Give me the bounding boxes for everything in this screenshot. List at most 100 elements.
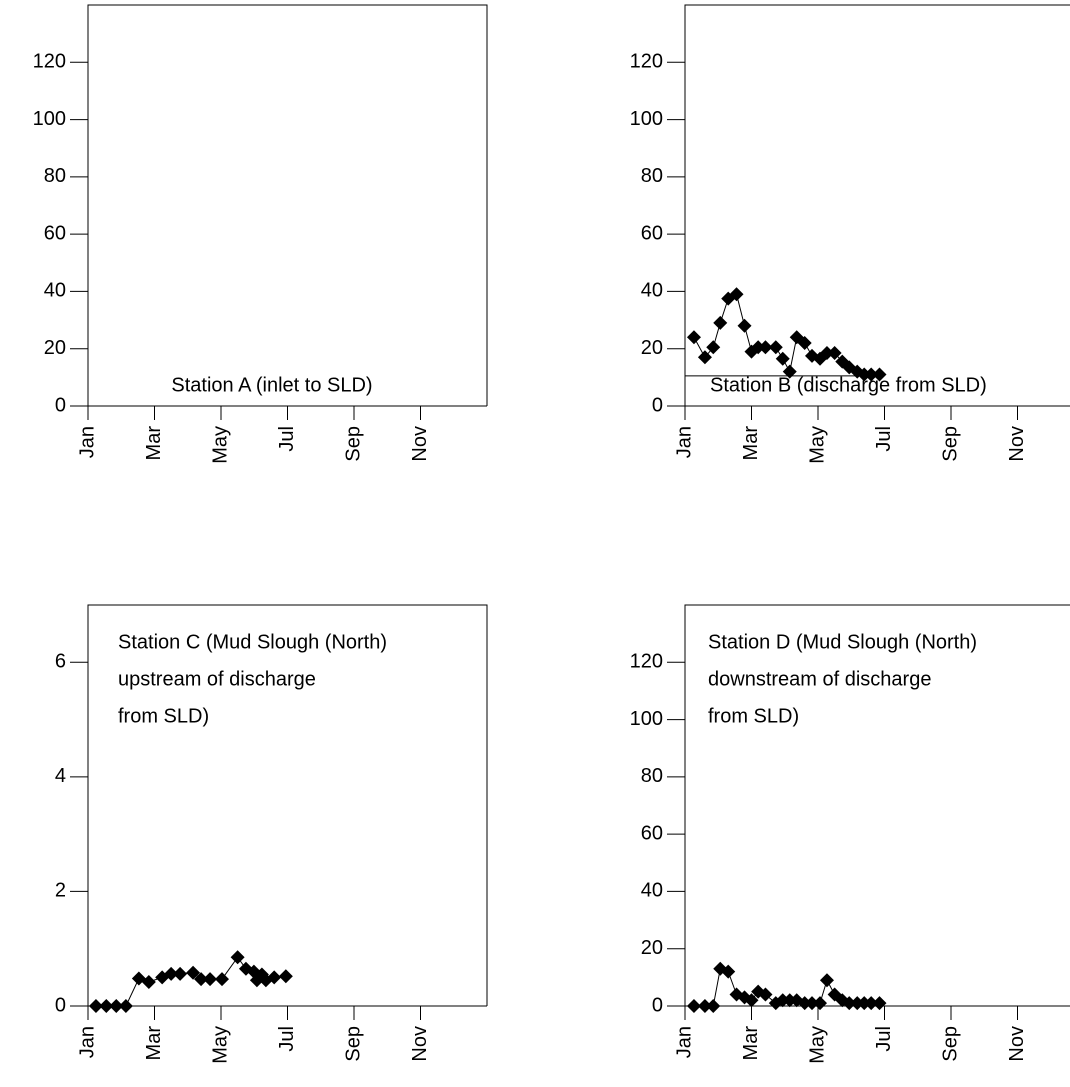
marker xyxy=(697,350,712,365)
marker xyxy=(109,999,124,1013)
marker xyxy=(744,993,759,1008)
x-tick-label: Sep xyxy=(939,426,961,462)
x-tick-label: Jul xyxy=(276,1026,298,1052)
x-tick-label: Nov xyxy=(409,1026,431,1062)
y-tick-label: 100 xyxy=(33,108,66,130)
marker xyxy=(812,996,827,1011)
marker xyxy=(751,340,766,355)
x-tick-label: May xyxy=(806,1026,828,1064)
marker xyxy=(230,950,245,965)
marker xyxy=(706,340,721,355)
x-tick-label: Sep xyxy=(342,1026,364,1062)
y-tick-label: 120 xyxy=(33,51,66,73)
x-tick-label: Mar xyxy=(740,1026,762,1061)
marker xyxy=(775,351,790,366)
marker xyxy=(768,340,783,355)
panel-title: Station A (inlet to SLD) xyxy=(171,374,372,396)
x-tick-label: May xyxy=(209,426,231,464)
marker xyxy=(872,367,887,382)
y-tick-label: 100 xyxy=(630,708,663,730)
x-tick-label: May xyxy=(806,426,828,464)
plot-frame xyxy=(87,604,488,1006)
x-tick-label: May xyxy=(209,1026,231,1064)
panel-title: from SLD) xyxy=(118,705,209,727)
panel: 0 20 40 60 80 100 120 Jan Mar May Jul Sep Nov Station… xyxy=(33,4,488,464)
y-tick-label: 80 xyxy=(44,165,66,187)
y-tick-label: 80 xyxy=(641,165,663,187)
marker xyxy=(737,318,752,333)
marker xyxy=(141,974,156,989)
marker xyxy=(782,364,797,379)
x-tick-label: Jul xyxy=(873,1026,895,1052)
plot-frame xyxy=(684,4,1070,406)
x-tick-label: Jan xyxy=(76,426,98,458)
x-tick-label: Jan xyxy=(76,1026,98,1058)
y-tick-label: 60 xyxy=(44,222,66,244)
y-tick-label: 20 xyxy=(44,337,66,359)
panel-title: Station D (Mud Slough (North) xyxy=(708,631,977,653)
panel-title: upstream of discharge xyxy=(118,668,316,690)
marker xyxy=(758,340,773,355)
marker xyxy=(203,972,218,987)
marker xyxy=(118,999,133,1013)
plot-frame xyxy=(87,4,488,406)
y-tick-label: 60 xyxy=(641,822,663,844)
panel: 0 2 4 6 Jan Mar May Jul Sep Nov Station C (Mud Slo… xyxy=(55,604,488,1064)
plot-frame xyxy=(684,604,1070,1006)
marker xyxy=(819,346,834,361)
marker xyxy=(827,346,842,361)
x-tick-label: Sep xyxy=(342,426,364,462)
x-tick-label: Mar xyxy=(143,1026,165,1061)
marker xyxy=(267,970,282,985)
marker xyxy=(713,315,728,330)
panel-title: downstream of discharge xyxy=(708,668,931,690)
panel: 0 20 40 60 80 100 120 Jan Mar May Jul Sep Nov Station… xyxy=(630,604,1070,1064)
x-tick-label: Mar xyxy=(740,426,762,461)
x-tick-label: Jul xyxy=(276,426,298,452)
y-tick-label: 0 xyxy=(55,394,66,416)
y-tick-label: 80 xyxy=(641,765,663,787)
marker xyxy=(872,996,887,1011)
marker xyxy=(729,287,744,302)
y-tick-label: 0 xyxy=(652,394,663,416)
x-tick-label: Jul xyxy=(873,426,895,452)
marker xyxy=(164,966,179,981)
marker xyxy=(864,367,879,382)
marker xyxy=(797,996,812,1011)
marker xyxy=(797,335,812,350)
marker xyxy=(278,969,293,984)
y-tick-label: 20 xyxy=(641,337,663,359)
y-tick-label: 100 xyxy=(630,108,663,130)
y-tick-label: 40 xyxy=(641,280,663,302)
y-tick-label: 40 xyxy=(641,880,663,902)
marker xyxy=(697,999,712,1013)
x-tick-label: Mar xyxy=(143,426,165,461)
x-tick-label: Nov xyxy=(1006,426,1028,462)
panel-title: Station C (Mud Slough (North) xyxy=(118,631,387,653)
marker xyxy=(88,999,103,1013)
panel-title: Station B (discharge from SLD) xyxy=(710,374,987,396)
marker xyxy=(246,964,261,979)
marker xyxy=(819,973,834,988)
y-tick-label: 120 xyxy=(630,651,663,673)
marker xyxy=(686,999,701,1013)
marker xyxy=(706,999,721,1013)
y-tick-label: 6 xyxy=(55,651,66,673)
data-line xyxy=(693,293,880,375)
marker xyxy=(805,996,820,1011)
marker xyxy=(194,972,209,987)
y-tick-label: 120 xyxy=(630,51,663,73)
marker xyxy=(864,996,879,1011)
y-tick-label: 20 xyxy=(641,937,663,959)
marker xyxy=(186,965,201,980)
marker xyxy=(721,964,736,979)
x-tick-label: Nov xyxy=(1006,1026,1028,1062)
y-tick-label: 40 xyxy=(44,280,66,302)
marker xyxy=(686,330,701,345)
x-tick-label: Jan xyxy=(673,426,695,458)
x-tick-label: Jan xyxy=(673,1026,695,1058)
x-tick-label: Sep xyxy=(939,1026,961,1062)
marker xyxy=(173,966,188,981)
marker xyxy=(758,987,773,1002)
